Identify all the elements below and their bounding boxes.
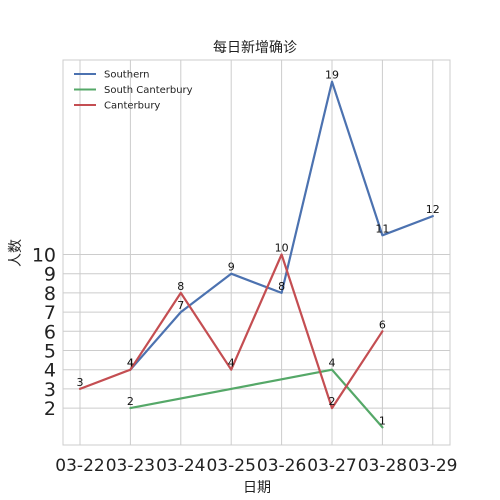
data-label: 2 <box>329 395 336 408</box>
y-tick-label: 9 <box>44 264 56 286</box>
data-label: 12 <box>426 203 440 216</box>
data-label: 8 <box>177 280 184 293</box>
series-line <box>78 253 384 410</box>
x-tick-label: 03-28 <box>358 456 407 476</box>
y-tick-label: 3 <box>44 379 56 401</box>
x-tick-label: 03-25 <box>206 456 255 476</box>
series-line <box>129 80 434 371</box>
x-tick-label: 03-27 <box>307 456 356 476</box>
legend-label: South Canterbury <box>104 85 193 96</box>
data-label: 1 <box>379 414 386 427</box>
y-tick-label: 10 <box>32 245 56 267</box>
x-tick-label: 03-26 <box>257 456 306 476</box>
data-label: 19 <box>325 69 339 82</box>
x-tick-label: 03-29 <box>408 456 457 476</box>
y-tick-label: 8 <box>44 283 56 305</box>
legend-entry: Canterbury <box>74 101 160 112</box>
legend-entry: Southern <box>74 70 150 81</box>
tick-labels: 03-22 03-23 03-24 03-25 03-26 03-27 03-28 03-29… <box>32 245 458 477</box>
data-label: 7 <box>177 299 184 312</box>
data-label: 4 <box>127 357 134 370</box>
data-label: 6 <box>379 318 386 331</box>
data-label: 8 <box>278 280 285 293</box>
series-line <box>129 368 384 429</box>
y-tick-label: 4 <box>44 360 56 382</box>
x-tick-label: 03-22 <box>55 456 104 476</box>
x-tick-label: 03-24 <box>156 456 205 476</box>
data-label: 4 <box>329 357 336 370</box>
data-label: 2 <box>127 395 134 408</box>
data-label: 10 <box>275 242 289 255</box>
x-axis-label: 日期 <box>243 480 271 496</box>
plot-frame <box>62 59 451 446</box>
x-tick-label: 03-23 <box>106 456 155 476</box>
y-axis-label: 人数 <box>8 239 24 267</box>
legend: Southern South Canterbury Canterbury <box>74 70 193 112</box>
y-tick-label: 7 <box>44 302 56 324</box>
chart-title: 每日新增确诊 <box>213 40 297 56</box>
legend-entry: South Canterbury <box>74 85 193 96</box>
legend-label: Southern <box>104 70 150 81</box>
data-label: 4 <box>228 357 235 370</box>
data-label: 9 <box>228 261 235 274</box>
legend-label: Canterbury <box>104 101 160 112</box>
y-tick-label: 6 <box>44 321 56 343</box>
data-label: 3 <box>77 376 84 389</box>
y-tick-label: 5 <box>44 341 56 363</box>
data-label: 4 <box>127 357 134 370</box>
data-label: 11 <box>375 222 389 235</box>
y-tick-label: 2 <box>44 398 56 420</box>
series-layer <box>78 80 434 429</box>
